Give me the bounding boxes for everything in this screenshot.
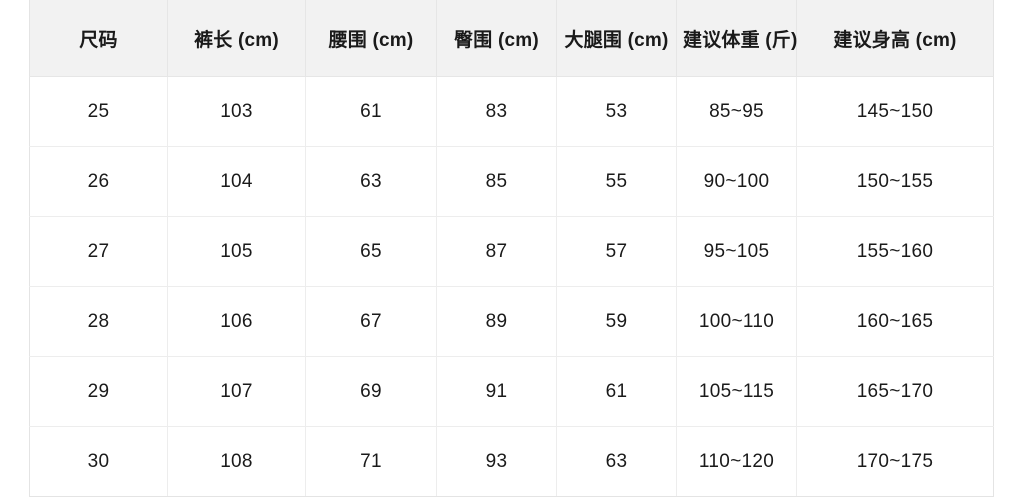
cell-weight: 90~100	[676, 146, 797, 217]
size-chart-table: 尺码 裤长 (cm) 腰围 (cm) 臀围 (cm) 大腿围 (cm) 建议体重…	[29, 0, 994, 497]
cell-pant-length: 104	[167, 146, 306, 217]
cell-hip: 93	[436, 426, 557, 497]
table-row: 27 105 65 87 57 95~105 155~160	[29, 216, 994, 287]
cell-waist: 61	[305, 76, 437, 147]
column-header-height: 建议身高 (cm)	[796, 0, 994, 77]
column-header-pant-length: 裤长 (cm)	[167, 0, 306, 77]
column-header-size: 尺码	[29, 0, 168, 77]
cell-pant-length: 105	[167, 216, 306, 287]
cell-height: 155~160	[796, 216, 994, 287]
cell-size: 27	[29, 216, 168, 287]
cell-thigh: 55	[556, 146, 677, 217]
table-row: 25 103 61 83 53 85~95 145~150	[29, 76, 994, 147]
cell-thigh: 63	[556, 426, 677, 497]
cell-size: 25	[29, 76, 168, 147]
cell-weight: 110~120	[676, 426, 797, 497]
cell-pant-length: 108	[167, 426, 306, 497]
cell-waist: 67	[305, 286, 437, 357]
cell-height: 160~165	[796, 286, 994, 357]
cell-waist: 71	[305, 426, 437, 497]
column-header-hip: 臀围 (cm)	[436, 0, 557, 77]
header-row: 尺码 裤长 (cm) 腰围 (cm) 臀围 (cm) 大腿围 (cm) 建议体重…	[29, 0, 994, 77]
cell-pant-length: 106	[167, 286, 306, 357]
cell-thigh: 57	[556, 216, 677, 287]
table-header: 尺码 裤长 (cm) 腰围 (cm) 臀围 (cm) 大腿围 (cm) 建议体重…	[29, 0, 994, 77]
cell-hip: 89	[436, 286, 557, 357]
cell-size: 30	[29, 426, 168, 497]
cell-pant-length: 107	[167, 356, 306, 427]
cell-weight: 95~105	[676, 216, 797, 287]
column-header-weight: 建议体重 (斤)	[676, 0, 797, 77]
cell-hip: 87	[436, 216, 557, 287]
cell-hip: 91	[436, 356, 557, 427]
cell-hip: 83	[436, 76, 557, 147]
cell-weight: 85~95	[676, 76, 797, 147]
cell-size: 28	[29, 286, 168, 357]
table-row: 28 106 67 89 59 100~110 160~165	[29, 286, 994, 357]
size-chart-container: 尺码 裤长 (cm) 腰围 (cm) 臀围 (cm) 大腿围 (cm) 建议体重…	[29, 0, 994, 497]
cell-waist: 63	[305, 146, 437, 217]
cell-height: 150~155	[796, 146, 994, 217]
cell-waist: 69	[305, 356, 437, 427]
cell-thigh: 61	[556, 356, 677, 427]
cell-hip: 85	[436, 146, 557, 217]
cell-thigh: 53	[556, 76, 677, 147]
cell-size: 29	[29, 356, 168, 427]
column-header-waist: 腰围 (cm)	[305, 0, 437, 77]
table-body: 25 103 61 83 53 85~95 145~150 26 104 63 …	[29, 76, 994, 497]
cell-pant-length: 103	[167, 76, 306, 147]
cell-height: 170~175	[796, 426, 994, 497]
cell-thigh: 59	[556, 286, 677, 357]
cell-weight: 100~110	[676, 286, 797, 357]
column-header-thigh: 大腿围 (cm)	[556, 0, 677, 77]
cell-waist: 65	[305, 216, 437, 287]
table-row: 26 104 63 85 55 90~100 150~155	[29, 146, 994, 217]
table-row: 29 107 69 91 61 105~115 165~170	[29, 356, 994, 427]
table-row: 30 108 71 93 63 110~120 170~175	[29, 426, 994, 497]
cell-height: 145~150	[796, 76, 994, 147]
cell-height: 165~170	[796, 356, 994, 427]
cell-size: 26	[29, 146, 168, 217]
cell-weight: 105~115	[676, 356, 797, 427]
